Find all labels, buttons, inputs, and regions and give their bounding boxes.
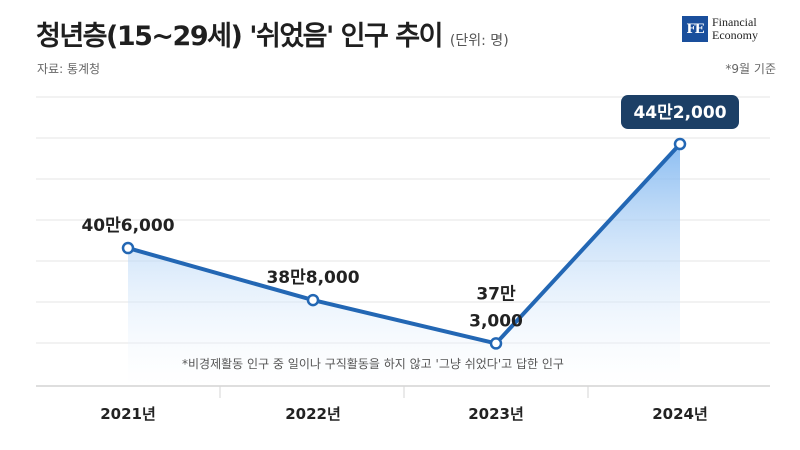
data-label: 37만	[476, 284, 516, 304]
category-label: 2023년	[468, 405, 524, 423]
category-label: 2021년	[100, 405, 156, 423]
basis-note: *9월 기준	[725, 62, 776, 76]
highlight-badge	[621, 95, 739, 130]
data-point	[121, 241, 135, 255]
data-point	[673, 137, 687, 151]
data-label: 38만8,000	[266, 268, 359, 288]
data-point	[306, 293, 320, 307]
data-label: 44만2,000	[633, 103, 726, 123]
series-line	[126, 142, 682, 346]
logo-mark: FE	[682, 16, 708, 42]
logo-text: Financial Economy	[712, 16, 758, 42]
category-label: 2024년	[652, 405, 708, 423]
data-point	[489, 337, 503, 350]
category-label: 2022년	[285, 405, 341, 423]
logo: FE Financial Economy	[682, 16, 758, 42]
unit-label: (단위: 명)	[449, 33, 509, 49]
logo-line-2: Economy	[712, 28, 758, 42]
data-label: 40만6,000	[81, 216, 174, 236]
area-fill	[128, 144, 680, 386]
footnote: *비경제활동 인구 중 일이나 구직활동을 하지 않고 '그냥 쉬었다'고 답한…	[182, 357, 564, 371]
data-label: 3,000	[469, 311, 523, 331]
source-label: 자료: 통계청	[37, 62, 101, 76]
chart-title: 청년층(15~29세) '쉬었음' 인구 추이	[36, 21, 443, 52]
title-block: 청년층(15~29세) '쉬었음' 인구 추이 (단위: 명)	[36, 14, 509, 53]
logo-line-1: Financial	[712, 15, 757, 29]
